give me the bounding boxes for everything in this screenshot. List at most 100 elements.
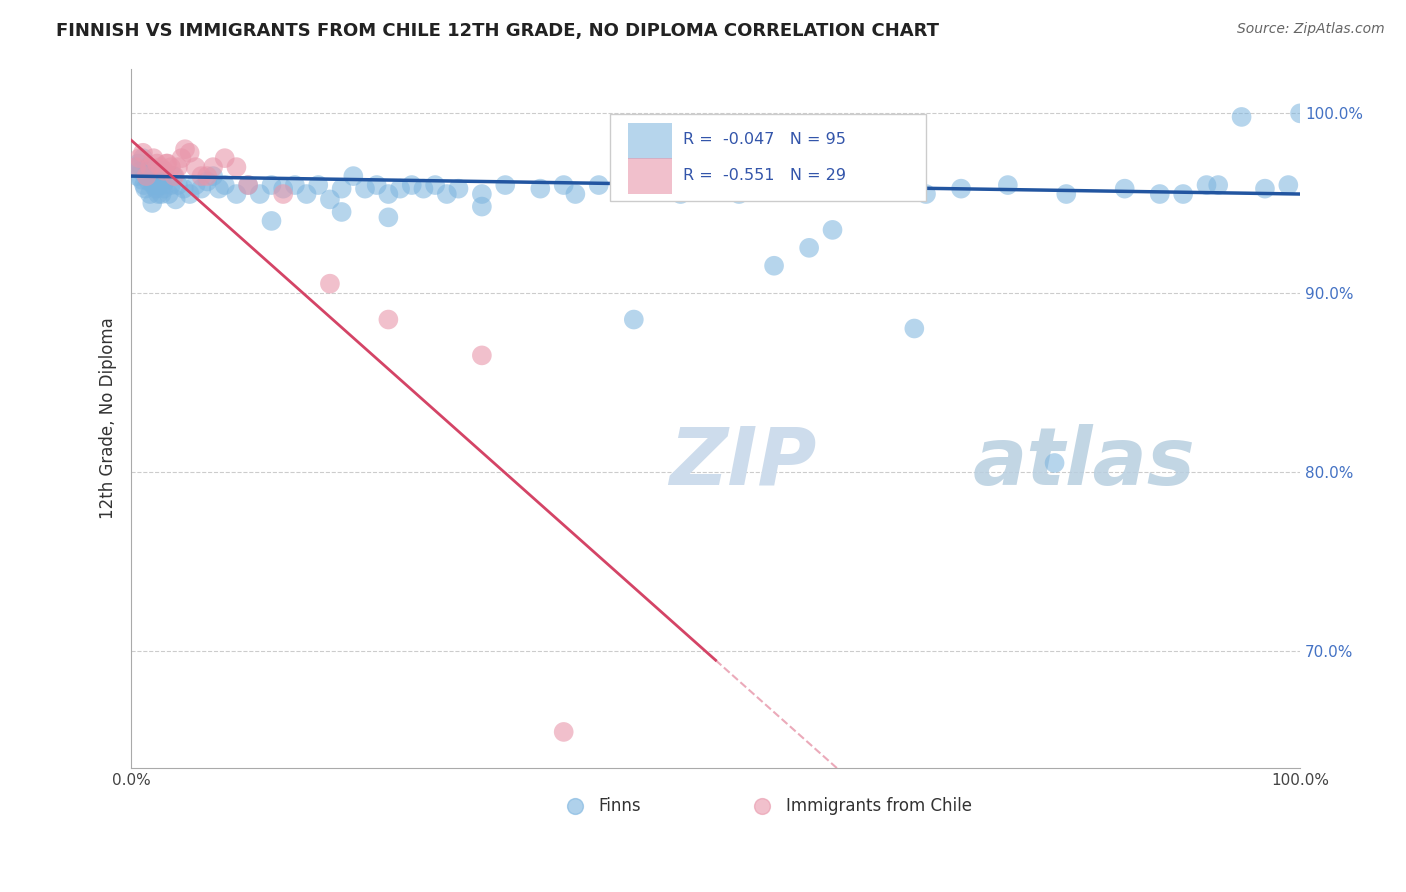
- Point: [134, 181, 156, 195]
- Point: [880, 169, 903, 183]
- Point: [645, 178, 668, 192]
- Text: FINNISH VS IMMIGRANTS FROM CHILE 12TH GRADE, NO DIPLOMA CORRELATION CHART: FINNISH VS IMMIGRANTS FROM CHILE 12TH GR…: [56, 22, 939, 40]
- Point: [423, 178, 446, 192]
- Point: [236, 178, 259, 192]
- Point: [225, 187, 247, 202]
- Point: [136, 160, 159, 174]
- Point: [1230, 110, 1253, 124]
- Point: [167, 178, 190, 192]
- Point: [412, 181, 434, 195]
- Point: [903, 321, 925, 335]
- Point: [249, 187, 271, 202]
- Point: [124, 160, 146, 174]
- Point: [148, 174, 170, 188]
- Point: [153, 163, 176, 178]
- Point: [127, 156, 149, 170]
- Point: [155, 172, 177, 186]
- Point: [150, 187, 173, 202]
- Point: [786, 178, 808, 192]
- Point: [553, 178, 575, 192]
- Point: [129, 163, 152, 178]
- Point: [389, 181, 412, 195]
- Point: [202, 160, 225, 174]
- Point: [366, 178, 388, 192]
- Point: [1171, 187, 1194, 202]
- Text: Finns: Finns: [599, 797, 641, 815]
- Point: [170, 151, 193, 165]
- Point: [319, 193, 342, 207]
- Point: [149, 160, 172, 174]
- Point: [142, 178, 165, 192]
- Point: [236, 178, 259, 192]
- Y-axis label: 12th Grade, No Diploma: 12th Grade, No Diploma: [100, 318, 117, 519]
- Point: [184, 178, 207, 192]
- Point: [610, 181, 633, 195]
- Point: [162, 169, 184, 183]
- Point: [163, 169, 186, 183]
- Point: [149, 163, 172, 178]
- Point: [950, 181, 973, 195]
- Point: [284, 178, 307, 192]
- Point: [195, 174, 218, 188]
- Point: [915, 187, 938, 202]
- Point: [214, 151, 236, 165]
- Point: [195, 169, 218, 183]
- Point: [1054, 187, 1077, 202]
- Point: [131, 172, 153, 186]
- Point: [330, 205, 353, 219]
- Point: [260, 214, 283, 228]
- Point: [139, 163, 162, 178]
- Point: [142, 151, 165, 165]
- Point: [797, 241, 820, 255]
- Point: [342, 169, 364, 183]
- Point: [214, 178, 236, 192]
- Point: [179, 145, 201, 160]
- Point: [143, 169, 166, 183]
- Point: [184, 160, 207, 174]
- Point: [669, 187, 692, 202]
- Point: [1254, 181, 1277, 195]
- Point: [125, 160, 148, 174]
- Point: [471, 187, 494, 202]
- Point: [377, 312, 399, 326]
- Point: [1289, 106, 1312, 120]
- Point: [1043, 456, 1066, 470]
- Point: [208, 181, 231, 195]
- Point: [319, 277, 342, 291]
- Point: [145, 181, 167, 195]
- Point: [471, 348, 494, 362]
- Point: [190, 169, 212, 183]
- Point: [153, 181, 176, 195]
- Point: [135, 169, 157, 183]
- Text: Source: ZipAtlas.com: Source: ZipAtlas.com: [1237, 22, 1385, 37]
- Point: [564, 187, 586, 202]
- Point: [1149, 187, 1171, 202]
- Point: [157, 187, 180, 202]
- Point: [494, 178, 516, 192]
- Point: [401, 178, 423, 192]
- Point: [141, 196, 163, 211]
- Point: [156, 156, 179, 170]
- Point: [132, 151, 155, 165]
- Point: [225, 160, 247, 174]
- Point: [174, 142, 197, 156]
- Point: [138, 174, 160, 188]
- Point: [190, 181, 212, 195]
- Point: [553, 725, 575, 739]
- Point: [377, 211, 399, 225]
- Point: [202, 169, 225, 183]
- Point: [160, 160, 183, 174]
- Text: atlas: atlas: [973, 424, 1195, 502]
- Text: Immigrants from Chile: Immigrants from Chile: [786, 797, 972, 815]
- Point: [165, 193, 187, 207]
- Point: [295, 187, 318, 202]
- Point: [821, 223, 844, 237]
- Point: [132, 178, 155, 192]
- Point: [728, 187, 751, 202]
- Point: [529, 181, 551, 195]
- Point: [155, 156, 177, 170]
- Point: [152, 178, 174, 192]
- Text: R =  -0.551   N = 29: R = -0.551 N = 29: [683, 168, 846, 183]
- Text: R =  -0.047   N = 95: R = -0.047 N = 95: [683, 133, 846, 147]
- Point: [146, 178, 169, 192]
